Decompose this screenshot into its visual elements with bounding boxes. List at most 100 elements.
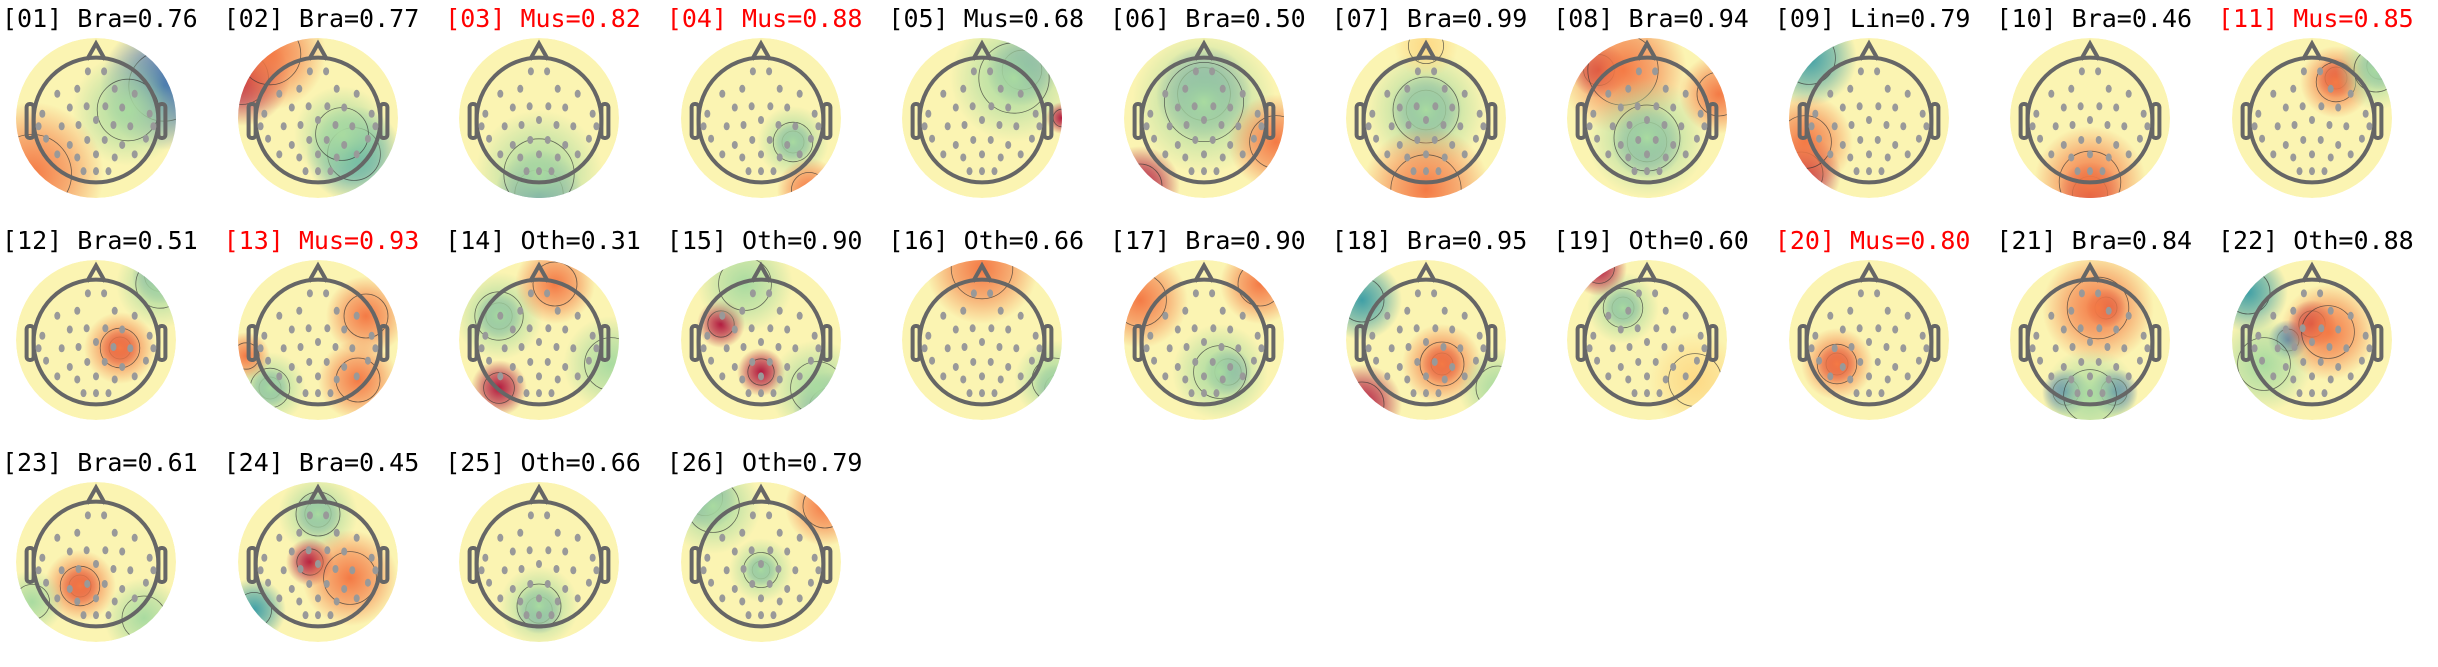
electrode-dot (2347, 150, 2354, 159)
electrode-dot (509, 103, 516, 112)
electrode-dot (302, 167, 309, 176)
electrode-dot (314, 389, 321, 398)
electrode-dot (54, 372, 61, 381)
topomap-blob (1361, 126, 1490, 198)
electrode-dot (305, 324, 312, 333)
component-title: [02] Bra=0.77 (223, 4, 420, 33)
electrode-dot (323, 546, 330, 555)
topomap (1567, 260, 1728, 420)
electrode-dot (544, 67, 551, 76)
head-outline (1132, 261, 1276, 407)
component-title: [08] Bra=0.94 (1553, 4, 1749, 33)
electrode-dot (719, 594, 726, 603)
topomap-blob (1172, 324, 1268, 420)
electrode-dot (1652, 135, 1659, 144)
electrode-dot (66, 362, 73, 371)
topomap-panel-23: [23] Bra=0.61 (0, 444, 222, 664)
electrode-dot (811, 109, 818, 118)
component-title: [11] Mus=0.85 (2218, 4, 2414, 33)
electrode-dot (2318, 324, 2325, 333)
electrode-dot (1413, 357, 1420, 366)
electrode-dot (2048, 311, 2055, 320)
electrode-dot (80, 389, 87, 398)
electrode-dot (102, 102, 109, 111)
electrode-dot (93, 167, 99, 176)
electrode-dot (757, 389, 764, 398)
electrode-dot (1656, 167, 1663, 176)
electrode-dot (925, 331, 932, 340)
electrode-dot (1405, 342, 1412, 351)
electrode-dot (749, 511, 756, 520)
electrode-dot (526, 102, 533, 111)
electrode-dot (83, 546, 90, 555)
electrode-dot (757, 116, 764, 124)
electrode-dot (765, 511, 772, 520)
electrode-dot (775, 564, 782, 573)
electrode-dot (1915, 356, 1922, 365)
component-title: [10] Bra=0.46 (1996, 4, 2193, 33)
electrode-dot (1383, 311, 1390, 320)
electrode-dot (1662, 306, 1669, 315)
electrode-dot (2061, 103, 2068, 112)
electrode-dot (1239, 372, 1246, 381)
electrode-dot (921, 344, 928, 353)
electrode-dot (288, 325, 295, 334)
electrode-dot (776, 153, 783, 162)
electrode-dot (723, 122, 730, 131)
electrode-dot (1219, 375, 1226, 384)
electrode-dot (2096, 135, 2103, 144)
electrode-dot (731, 362, 738, 371)
electrode-dot (275, 594, 282, 603)
topomap-panel-10: [10] Bra=0.46 (1994, 0, 2216, 220)
electrode-dot (66, 140, 73, 149)
electrode-dot (327, 611, 334, 620)
electrode-dot (554, 375, 561, 384)
electrode-dot (1590, 109, 1597, 118)
electrode-dot (1874, 357, 1881, 366)
component-title: [07] Bra=0.99 (1331, 4, 1528, 33)
electrode-dot (75, 564, 82, 573)
electrode-dot (1661, 120, 1668, 129)
electrode-dot (1192, 289, 1199, 298)
electrode-dot (526, 546, 533, 555)
electrode-dot (2318, 102, 2325, 111)
electrode-dot (486, 356, 493, 365)
electrode-dot (517, 375, 524, 384)
electrode-dot (146, 109, 153, 118)
electrode-dot (275, 89, 282, 98)
electrode-dot (748, 324, 755, 333)
electrode-dot (111, 597, 118, 606)
electrode-dot (700, 566, 707, 575)
electrode-dot (111, 153, 118, 162)
electrode-dot (574, 594, 581, 603)
electrode-dot (2290, 375, 2297, 384)
electrode-dot (333, 375, 340, 384)
electrode-dot (2290, 153, 2297, 162)
electrode-dot (589, 553, 596, 562)
electrode-dot (1235, 122, 1242, 131)
electrode-dot (593, 344, 600, 353)
electrode-dot (953, 362, 960, 371)
electrode-dot (2347, 89, 2354, 98)
electrode-dot (562, 584, 569, 593)
electrode-dot (119, 362, 126, 371)
topomap (237, 260, 398, 420)
electrode-dot (2300, 289, 2307, 298)
electrode-dot (119, 140, 126, 149)
topomap-panel-18: [18] Bra=0.95 (1330, 222, 1552, 442)
electrode-dot (2029, 344, 2036, 353)
electrode-dot (811, 553, 818, 562)
topomap-blob (499, 566, 580, 642)
electrode-dot (364, 134, 371, 143)
component-title: [26] Oth=0.79 (666, 448, 863, 477)
electrode-dot (127, 344, 134, 353)
topomap (459, 482, 620, 642)
electrode-dot (297, 120, 304, 129)
electrode-dot (940, 311, 947, 320)
electrode-dot (523, 167, 530, 176)
electrode-dot (1682, 311, 1689, 320)
component-title: [23] Bra=0.61 (2, 448, 198, 477)
electrode-dot (1652, 357, 1659, 366)
electrode-dot (1372, 356, 1379, 365)
electrode-dot (1254, 331, 1261, 340)
